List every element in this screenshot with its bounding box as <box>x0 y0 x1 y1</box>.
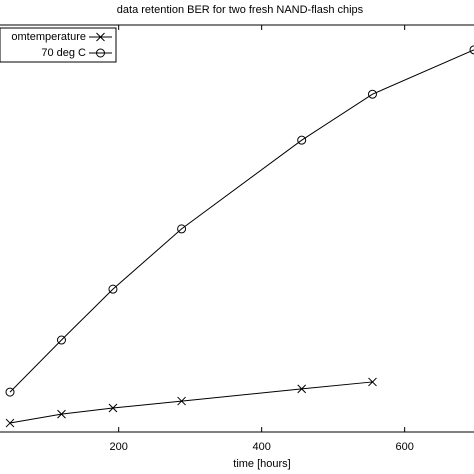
data-point <box>5 418 15 428</box>
data-point <box>57 409 66 419</box>
legend-label: omtemperature <box>11 31 86 43</box>
chart-title: data retention BER for two fresh NAND-fl… <box>117 4 364 16</box>
data-point <box>108 284 118 294</box>
series-line <box>9 381 373 424</box>
series-line <box>9 49 474 393</box>
data-point <box>297 135 307 145</box>
data-point <box>108 403 118 413</box>
legend-label: 70 deg C <box>41 47 86 59</box>
data-point <box>177 396 186 406</box>
legend-marker <box>96 48 105 58</box>
legend-marker <box>96 32 105 42</box>
data-point <box>367 89 377 99</box>
data-point <box>56 335 66 345</box>
x-tick-label: 200 <box>109 441 127 453</box>
data-point <box>5 387 15 397</box>
data-point <box>469 45 474 55</box>
x-tick-label: 400 <box>252 441 270 453</box>
data-point <box>297 384 307 394</box>
x-tick-label: 600 <box>395 441 413 453</box>
data-point <box>177 224 187 234</box>
plot-area <box>5 45 474 428</box>
data-point <box>368 377 377 387</box>
x-axis-label: time [hours] <box>233 458 290 470</box>
